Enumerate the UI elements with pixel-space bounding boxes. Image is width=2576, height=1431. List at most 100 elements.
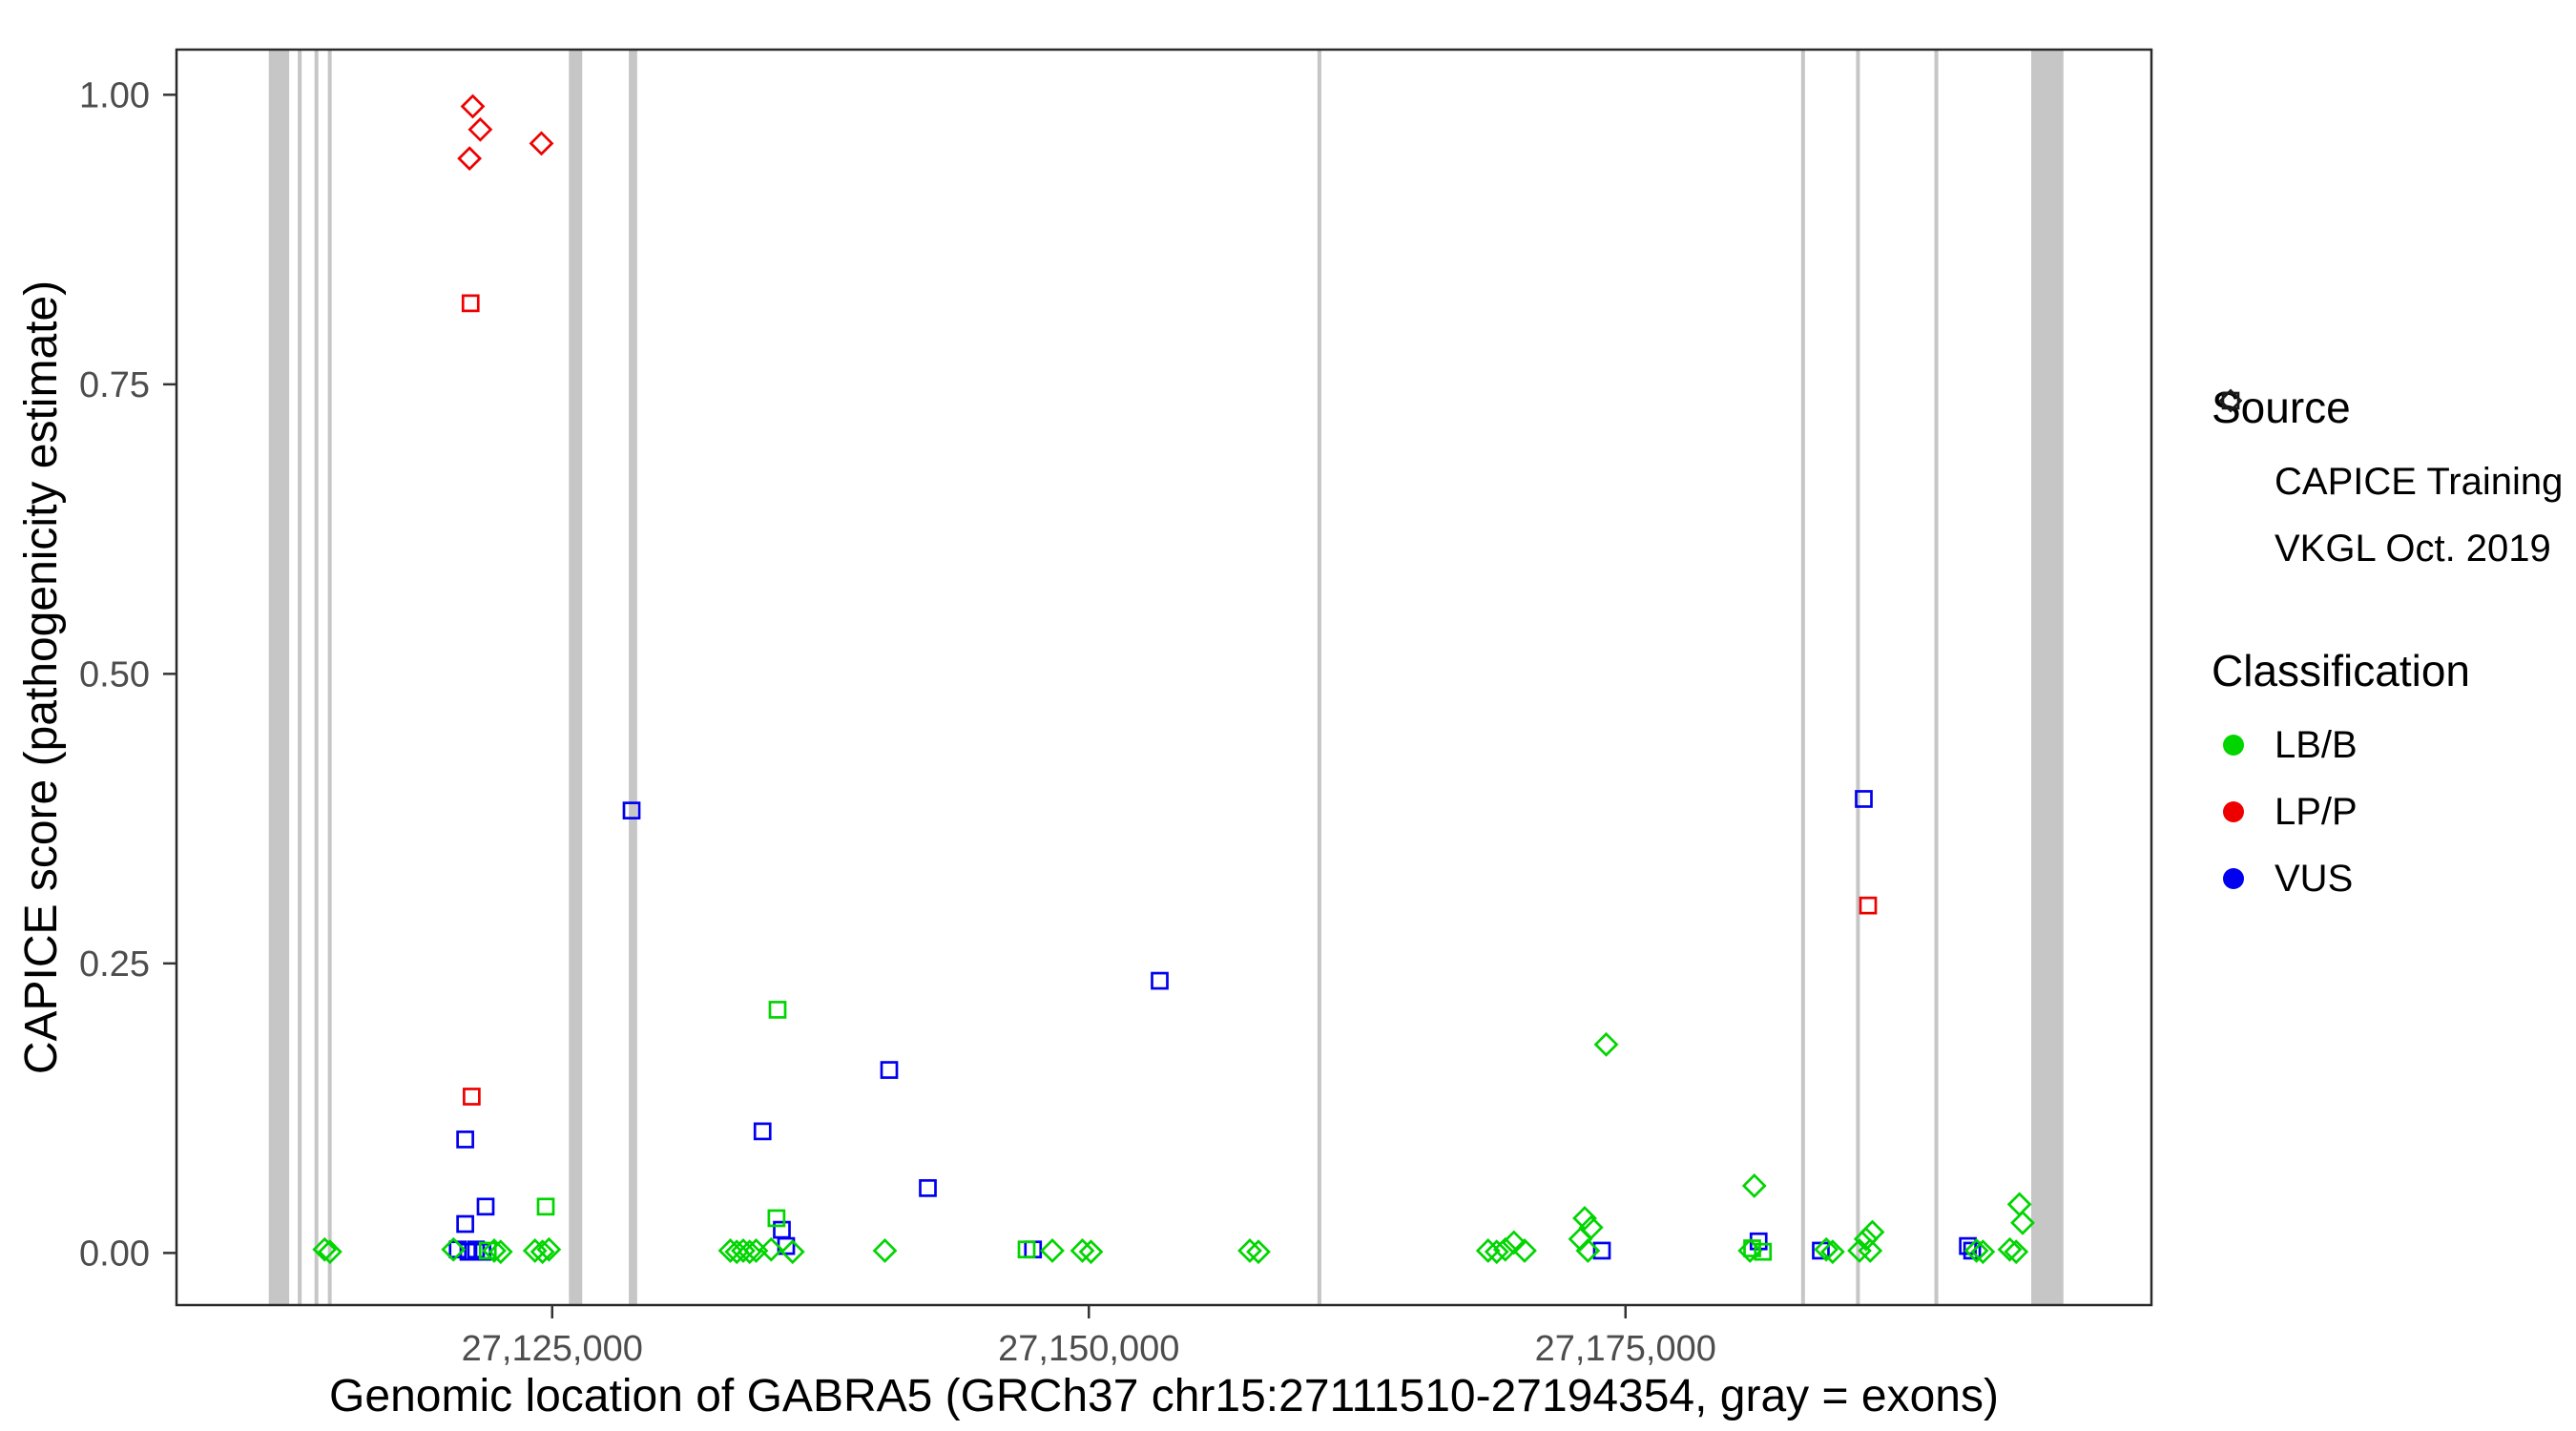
data-point-diamond — [457, 146, 483, 172]
data-point-square — [1151, 971, 1169, 990]
legend-item-vkgl: VKGL Oct. 2019 — [2212, 391, 2563, 582]
data-point-diamond — [536, 1236, 562, 1262]
x-tick-label: 27,150,000 — [998, 1329, 1179, 1369]
blue-dot-icon — [2212, 868, 2255, 889]
data-point-diamond — [529, 131, 554, 156]
data-point-square — [476, 1197, 495, 1216]
exon-band — [1856, 50, 1860, 1305]
legend-item-lbb: LB/B — [2212, 712, 2563, 778]
legend-item-label: CAPICE Training — [2275, 460, 2564, 503]
data-point-diamond — [779, 1239, 805, 1265]
data-point-diamond — [1970, 1239, 1996, 1265]
data-point-square — [919, 1179, 937, 1197]
data-point-diamond — [872, 1238, 898, 1263]
data-point-diamond — [467, 116, 493, 142]
data-point-diamond — [1475, 1238, 1501, 1263]
x-axis-title: Genomic location of GABRA5 (GRCh37 chr15… — [329, 1371, 1999, 1421]
data-point-diamond — [312, 1236, 338, 1262]
data-point-square — [1754, 1242, 1773, 1261]
data-point-diamond — [441, 1236, 467, 1262]
data-point-diamond — [1858, 1238, 1883, 1263]
data-point-square — [767, 1209, 786, 1228]
y-tick-label: 0.50 — [79, 654, 150, 695]
data-point-diamond — [2010, 1210, 2035, 1235]
legend-classification-title: Classification — [2212, 646, 2470, 695]
data-point-diamond — [1963, 1238, 1989, 1263]
data-point-square — [1017, 1240, 1036, 1259]
panel-border — [175, 48, 2153, 1307]
data-point-square — [463, 1088, 481, 1106]
data-point-diamond — [1997, 1236, 2023, 1262]
data-point-diamond — [1078, 1239, 1104, 1265]
data-point-square — [768, 1001, 787, 1019]
data-point-diamond — [2006, 1192, 2032, 1217]
data-point-square — [773, 1220, 791, 1239]
data-point-diamond — [1040, 1238, 1065, 1263]
exon-band — [268, 50, 290, 1305]
data-point-diamond — [530, 1239, 555, 1265]
y-tick-label: 1.00 — [79, 75, 150, 115]
data-point-square — [1859, 896, 1878, 915]
data-point-diamond — [482, 1238, 507, 1263]
data-point-diamond — [1484, 1239, 1509, 1265]
exon-band — [2031, 50, 2064, 1305]
exon-band — [327, 50, 332, 1305]
data-point-diamond — [1512, 1238, 1537, 1263]
legend-item-label: LP/P — [2275, 790, 2358, 833]
data-point-diamond — [460, 93, 486, 119]
exon-band — [1317, 50, 1321, 1305]
legend-item-vus: VUS — [2212, 845, 2563, 912]
y-tick-label: 0.75 — [79, 365, 150, 405]
data-point-diamond — [1737, 1238, 1763, 1263]
x-tick-label: 27,125,000 — [462, 1329, 643, 1369]
legend-classification-section: Classification LB/B LP/P VUS — [2212, 645, 2563, 912]
data-point-diamond — [1492, 1236, 1518, 1262]
data-point-diamond — [1070, 1238, 1095, 1263]
legend-item-capice-training: CAPICE Training — [2212, 388, 2564, 515]
legend-item-lpp: LP/P — [2212, 778, 2563, 845]
legend-item-label: VKGL Oct. 2019 — [2275, 527, 2551, 570]
data-point-square — [461, 294, 480, 313]
data-point-square — [1855, 790, 1873, 808]
data-point-diamond — [1593, 1031, 1619, 1057]
exon-band — [569, 50, 583, 1305]
data-point-diamond — [758, 1236, 784, 1262]
legend-item-label: LB/B — [2275, 723, 2358, 766]
data-point-diamond — [488, 1239, 513, 1265]
data-point-diamond — [1853, 1226, 1879, 1252]
data-point-square — [622, 801, 641, 819]
data-point-diamond — [1237, 1238, 1262, 1263]
data-point-diamond — [317, 1239, 343, 1265]
red-dot-icon — [2212, 801, 2255, 822]
y-tick-label: 0.25 — [79, 944, 150, 985]
exon-band — [298, 50, 302, 1305]
green-dot-icon — [2212, 735, 2255, 756]
data-point-diamond — [1741, 1173, 1767, 1198]
data-point-diamond — [1575, 1238, 1601, 1263]
data-point-square — [456, 1130, 474, 1149]
data-point-diamond — [737, 1239, 762, 1265]
data-point-square — [753, 1122, 772, 1141]
legend-source-title: Source — [2212, 383, 2351, 432]
data-point-diamond — [1814, 1236, 1839, 1262]
legend: Source CAPICE Training VKGL Oct. 2019 — [2212, 382, 2563, 912]
data-point-diamond — [1859, 1219, 1885, 1245]
exon-band — [314, 50, 319, 1305]
data-point-diamond — [1819, 1239, 1845, 1265]
exon-band — [629, 50, 637, 1305]
data-point-diamond — [522, 1238, 548, 1263]
data-point-square — [478, 1241, 497, 1260]
data-point-diamond — [1246, 1239, 1271, 1265]
data-point-square — [536, 1197, 555, 1216]
data-point-diamond — [1572, 1206, 1597, 1231]
data-point-diamond — [1847, 1238, 1872, 1263]
data-point-diamond — [1578, 1214, 1604, 1240]
data-point-square — [456, 1214, 474, 1234]
data-point-diamond — [1501, 1230, 1527, 1255]
data-point-diamond — [2004, 1239, 2029, 1265]
x-tick-label: 27,175,000 — [1535, 1329, 1716, 1369]
y-tick-label: 0.00 — [79, 1234, 150, 1274]
y-axis-title: CAPICE score (pathogenicity estimate) — [16, 280, 67, 1075]
legend-item-label: VUS — [2275, 857, 2354, 900]
